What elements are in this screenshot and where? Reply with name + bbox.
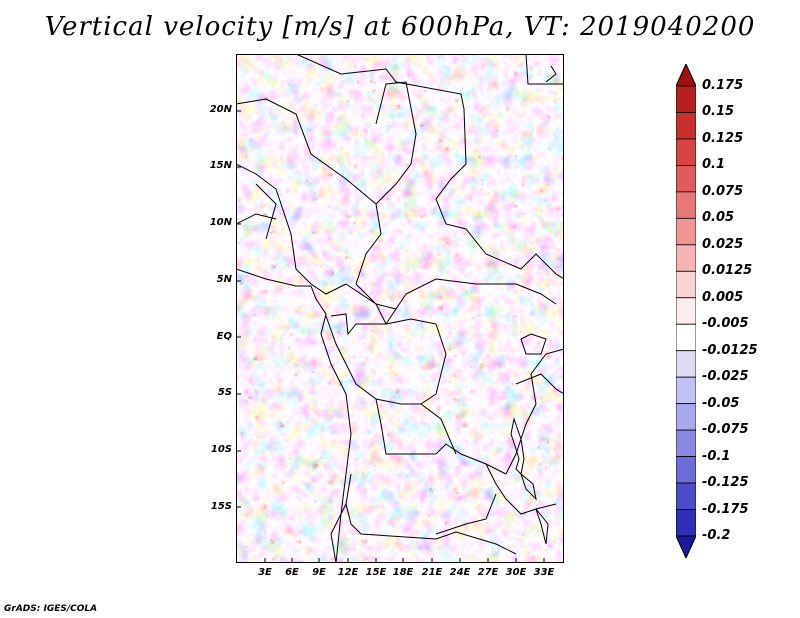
colorbar-cap-top xyxy=(676,64,696,87)
colorbar-cap-bottom xyxy=(676,535,696,558)
colorbar-label: 0.025 xyxy=(702,236,744,252)
colorbar-segment xyxy=(676,191,696,219)
colorbar-segment xyxy=(676,376,696,405)
colorbar-label: 0.0125 xyxy=(702,263,753,279)
velocity-map xyxy=(236,54,564,563)
colorbar-segment xyxy=(676,456,696,484)
colorbar xyxy=(676,64,696,558)
lon-tick-label: 33E xyxy=(533,567,555,578)
colorbar-segment xyxy=(676,429,696,457)
chart-title: Vertical velocity [m/s] at 600hPa, VT: 2… xyxy=(44,12,756,42)
colorbar-segment xyxy=(676,297,696,325)
colorbar-segment xyxy=(676,244,696,272)
grads-credit: GrADS: IGES/COLA xyxy=(4,604,98,614)
frame-tick-marks xyxy=(236,110,545,563)
lat-tick-label: 20N xyxy=(209,104,232,115)
lon-tick-label: 9E xyxy=(312,567,326,578)
lat-tick-label: 5N xyxy=(216,274,232,285)
lon-tick-label: 12E xyxy=(337,567,359,578)
lat-tick-label: 10N xyxy=(209,217,232,228)
country-borders xyxy=(236,54,564,563)
colorbar-label: 0.05 xyxy=(702,210,735,226)
colorbar-label: 0.125 xyxy=(702,130,744,146)
colorbar-label: -0.005 xyxy=(702,316,749,332)
coastline xyxy=(236,268,352,563)
lon-tick-label: 6E xyxy=(285,567,299,578)
colorbar-label: 0.075 xyxy=(702,183,744,199)
colorbar-label: -0.075 xyxy=(702,422,749,438)
colorbar-segment xyxy=(676,482,696,510)
colorbar-segment xyxy=(676,350,696,378)
colorbar-label: -0.0125 xyxy=(702,342,758,358)
velocity-highlights xyxy=(236,54,564,563)
lon-tick-label: 18E xyxy=(392,567,414,578)
colorbar-segment xyxy=(676,85,696,113)
lat-tick-label: 15N xyxy=(209,160,232,171)
colorbar-segment xyxy=(676,217,696,246)
colorbar-label: -0.05 xyxy=(702,395,740,411)
colorbar-segment xyxy=(676,165,696,193)
lon-tick-label: 15E xyxy=(365,567,387,578)
lon-tick-label: 27E xyxy=(477,567,499,578)
lat-tick-label: 15S xyxy=(210,501,232,512)
colorbar-label: -0.125 xyxy=(702,475,749,491)
colorbar-label: 0.15 xyxy=(702,104,735,120)
map-frame xyxy=(236,54,564,563)
colorbar-label: -0.025 xyxy=(702,369,749,385)
colorbar-segment xyxy=(676,323,696,352)
colorbar-segment xyxy=(676,509,696,537)
colorbar-segment xyxy=(676,403,696,431)
lon-tick-label: 30E xyxy=(505,567,527,578)
colorbar-label: -0.175 xyxy=(702,501,749,517)
colorbar-segment xyxy=(676,112,696,140)
colorbar-label: 0.1 xyxy=(702,157,726,173)
colorbar-segment xyxy=(676,270,696,299)
colorbar-segment xyxy=(676,138,696,166)
lon-tick-label: 24E xyxy=(449,567,471,578)
lake-outlines xyxy=(510,65,557,545)
colorbar-label: 0.175 xyxy=(702,78,744,93)
lat-tick-label: 5S xyxy=(217,387,232,398)
colorbar-label: 0.005 xyxy=(702,289,744,305)
lon-tick-label: 3E xyxy=(258,567,272,578)
colorbar-label: -0.1 xyxy=(702,448,731,464)
lat-tick-label: EQ xyxy=(216,331,232,342)
lon-tick-label: 21E xyxy=(421,567,443,578)
lat-tick-label: 10S xyxy=(210,444,232,455)
colorbar-label: -0.2 xyxy=(702,528,731,543)
